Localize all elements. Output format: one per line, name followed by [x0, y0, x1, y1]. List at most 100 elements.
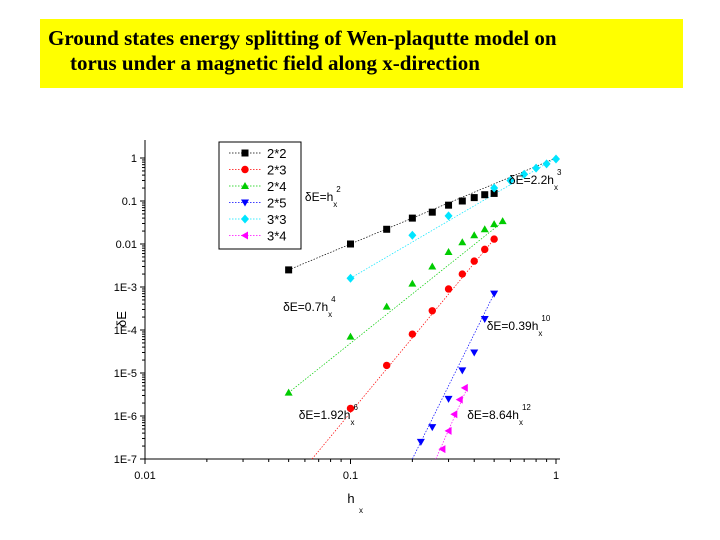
legend-label: 2*4	[267, 179, 287, 194]
legend-marker	[241, 214, 249, 224]
data-point	[428, 208, 436, 216]
x-tick-label: 1	[553, 470, 559, 482]
data-point	[445, 201, 453, 209]
y-tick-label: 1E-6	[114, 411, 137, 423]
data-point	[428, 262, 437, 270]
x-axis-label: h	[347, 491, 354, 506]
data-point	[490, 183, 499, 193]
y-tick-label: 1E-4	[114, 325, 137, 337]
data-point	[408, 214, 416, 222]
data-point	[408, 230, 417, 240]
data-point	[284, 388, 293, 396]
data-point	[480, 225, 489, 233]
fit-equation-subscript: x	[333, 200, 337, 209]
chart-title: Ground states energy splitting of Wen-pl…	[48, 26, 678, 76]
data-point	[490, 220, 499, 228]
data-point	[490, 235, 498, 243]
y-axis-label: δE	[114, 311, 129, 327]
legend-label: 2*3	[267, 163, 287, 178]
y-tick-label: 1	[131, 153, 137, 165]
data-point	[552, 154, 560, 164]
fit-line	[435, 387, 468, 460]
data-point	[438, 445, 446, 454]
y-tick-label: 1E-7	[114, 454, 137, 466]
data-point	[444, 248, 453, 256]
data-point	[506, 175, 515, 185]
data-point	[450, 410, 458, 419]
fit-equation: δE=8.64h	[467, 408, 519, 422]
legend-marker	[241, 165, 249, 174]
fit-line	[350, 157, 557, 279]
data-point	[490, 189, 498, 197]
x-tick-label: 0.01	[134, 470, 155, 482]
x-axis-label-subscript: x	[359, 506, 363, 515]
fit-equation: δE=0.7h	[283, 300, 328, 314]
data-point	[444, 211, 453, 221]
data-point	[470, 349, 479, 357]
data-point	[490, 290, 499, 298]
y-tick-label: 0.1	[122, 196, 137, 208]
fit-equation: δE=1.92h	[299, 408, 351, 422]
x-tick-label: 0.1	[343, 470, 358, 482]
y-tick-label: 0.01	[116, 239, 137, 251]
fit-equation-subscript: x	[538, 329, 542, 338]
data-point	[444, 395, 453, 403]
data-point	[458, 270, 467, 278]
data-point	[481, 245, 489, 254]
fit-line	[288, 220, 505, 393]
fit-line	[311, 238, 495, 460]
legend-label: 3*3	[267, 212, 287, 227]
data-point	[346, 404, 355, 413]
data-point	[347, 240, 354, 248]
data-point	[444, 426, 452, 435]
fit-line	[288, 157, 557, 271]
legend-marker	[241, 231, 248, 240]
fit-equation: δE=2.2h	[509, 173, 554, 187]
data-point	[346, 332, 355, 340]
data-point	[470, 194, 478, 202]
fit-equation-exponent: 2	[336, 185, 341, 194]
data-point	[470, 257, 478, 265]
legend-label: 2*5	[267, 196, 287, 211]
title-line-2: torus under a magnetic field along x-dir…	[70, 51, 480, 75]
data-point	[520, 169, 529, 179]
legend-marker	[241, 149, 249, 157]
fit-equation: δE=0.39h	[487, 319, 539, 333]
data-point	[460, 383, 468, 392]
data-point	[382, 361, 391, 370]
title-banner: Ground states energy splitting of Wen-pl…	[40, 19, 683, 88]
fit-equation-exponent: 4	[331, 295, 336, 304]
data-points	[284, 154, 560, 454]
legend-box	[218, 141, 302, 250]
fit-equation-subscript: x	[554, 183, 558, 192]
data-point	[408, 279, 417, 287]
data-point	[444, 285, 453, 293]
title-line-1: Ground states energy splitting of Wen-pl…	[48, 26, 557, 50]
data-point	[481, 191, 489, 199]
legend-marker	[241, 199, 249, 207]
legend-label: 2*2	[267, 146, 287, 161]
fit-equation-exponent: 3	[557, 168, 562, 177]
fit-line	[412, 293, 495, 460]
legend: 2*2 2*32*4 2*53*3 3*4	[218, 141, 302, 250]
fit-equation-exponent: 6	[353, 403, 358, 412]
legend-label: 3*4	[267, 229, 287, 244]
legend-marker	[241, 182, 249, 189]
fit-equation-exponent: 12	[522, 403, 531, 412]
y-tick-label: 1E-5	[114, 368, 137, 380]
data-point	[470, 231, 479, 239]
data-point	[382, 302, 391, 310]
fit-equation-subscript: x	[519, 418, 523, 427]
data-point	[480, 316, 489, 324]
data-point	[458, 197, 466, 205]
data-point	[458, 367, 467, 375]
fit-equation-subscript: x	[350, 418, 354, 427]
data-point	[458, 238, 467, 246]
data-point	[346, 273, 355, 283]
fit-equation-subscript: x	[328, 310, 332, 319]
data-point	[428, 307, 436, 315]
data-point	[408, 330, 417, 338]
data-point	[428, 424, 437, 432]
